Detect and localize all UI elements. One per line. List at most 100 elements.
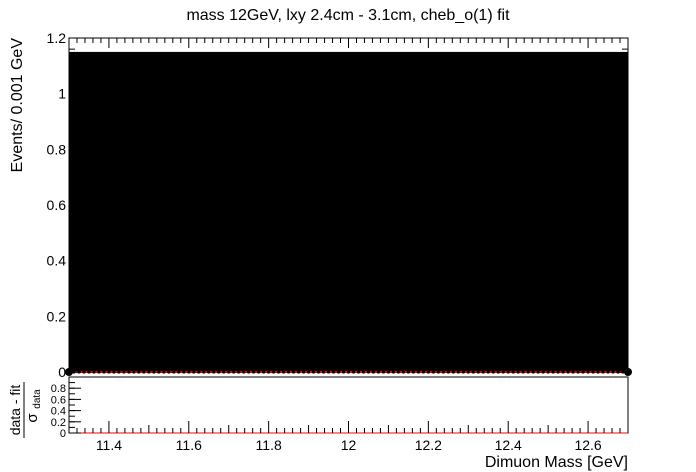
data-point — [461, 370, 465, 374]
chart-title: mass 12GeV, lxy 2.4cm - 3.1cm, cheb_o(1)… — [186, 7, 510, 24]
data-point — [187, 370, 191, 374]
data-point — [496, 370, 500, 374]
data-point — [576, 370, 580, 374]
data-point — [466, 370, 470, 374]
data-point — [112, 370, 116, 374]
data-point — [217, 370, 221, 374]
data-point — [262, 370, 266, 374]
data-point — [386, 370, 391, 374]
data-point — [486, 370, 490, 374]
data-point — [351, 370, 356, 374]
data-point — [137, 370, 141, 374]
data-point — [107, 370, 111, 374]
data-point — [441, 370, 445, 374]
data-point — [506, 370, 510, 374]
data-point — [257, 370, 261, 374]
data-point — [436, 370, 440, 374]
data-point — [157, 370, 161, 374]
data-point — [291, 370, 296, 374]
x-tick-label: 12.4 — [495, 437, 522, 453]
data-point — [411, 370, 415, 374]
data-point — [72, 370, 76, 374]
data-points — [65, 368, 632, 376]
data-point — [311, 370, 316, 374]
data-point — [102, 370, 106, 374]
data-point — [331, 370, 336, 374]
data-point — [92, 370, 96, 374]
data-point — [277, 370, 281, 374]
data-point — [82, 370, 86, 374]
data-point — [316, 370, 321, 374]
data-point — [521, 370, 525, 374]
data-point — [571, 370, 575, 374]
data-point — [172, 370, 176, 374]
main-x-ticks — [68, 38, 629, 48]
data-point — [586, 370, 590, 374]
pull-y-tick-label: 0.4 — [51, 406, 66, 418]
data-point — [326, 370, 331, 374]
x-tick-label: 12.6 — [574, 437, 601, 453]
pull-ylabel-subscript: data — [32, 389, 43, 409]
y-tick-label: 0.8 — [47, 141, 67, 157]
data-point — [346, 370, 351, 374]
data-point — [222, 370, 226, 374]
data-point — [336, 370, 341, 374]
data-point — [536, 370, 540, 374]
data-point — [541, 370, 545, 374]
data-point — [556, 370, 560, 374]
data-point — [272, 370, 276, 374]
x-tick-label: 12.2 — [415, 437, 442, 453]
data-point — [621, 370, 625, 374]
pull-y-tick-label: 0 — [60, 428, 66, 440]
main-plot: 0 0.2 0.4 0.6 0.8 1 1.2 Events/ 0.001 GeV — [9, 30, 632, 380]
data-point — [446, 370, 450, 374]
data-point — [242, 370, 246, 374]
data-point — [306, 370, 311, 374]
data-point — [162, 370, 166, 374]
data-point — [426, 370, 430, 374]
pull-y-tick-label: 0.6 — [51, 394, 66, 406]
pull-plot: 00.20.40.60.8 11.4 11.6 11.8 12 12.2 12.4 12.6… — [7, 376, 629, 471]
data-point — [212, 370, 216, 374]
data-point — [401, 370, 406, 374]
data-point — [431, 370, 435, 374]
data-point — [416, 370, 420, 374]
y-tick-label: 0.6 — [47, 197, 67, 213]
data-point — [406, 370, 410, 374]
data-point — [526, 370, 530, 374]
data-point — [516, 370, 520, 374]
pull-y-tick-label: 0.2 — [51, 417, 66, 429]
data-point — [371, 370, 376, 374]
y-tick-label: 0.4 — [47, 253, 67, 269]
data-point — [321, 370, 326, 374]
data-point — [376, 370, 381, 374]
pull-ylabel-numerator: data - fit — [7, 385, 23, 436]
data-point-edge — [65, 368, 73, 376]
y-tick-label: 1 — [58, 86, 66, 102]
data-point — [456, 370, 460, 374]
data-point — [546, 370, 550, 374]
data-point — [511, 370, 515, 374]
data-point-edge — [624, 368, 632, 376]
data-point — [451, 370, 455, 374]
data-point — [227, 370, 231, 374]
y-axis-label: Events/ 0.001 GeV — [9, 38, 26, 173]
data-point — [197, 370, 201, 374]
data-point — [476, 370, 480, 374]
data-point — [391, 370, 396, 374]
data-point — [596, 370, 600, 374]
main-y-ticks: 0 0.2 0.4 0.6 0.8 1 1.2 — [47, 30, 628, 380]
data-point — [247, 370, 251, 374]
data-point — [282, 370, 286, 374]
pull-y-ticks: 00.20.40.60.8 — [51, 376, 81, 440]
data-point — [87, 370, 91, 374]
data-point — [601, 370, 605, 374]
data-point — [396, 370, 401, 374]
data-point — [381, 370, 386, 374]
data-point — [267, 370, 271, 374]
y-tick-label: 0.2 — [47, 308, 67, 324]
data-point — [77, 370, 81, 374]
data-point — [182, 370, 186, 374]
data-point — [232, 370, 236, 374]
